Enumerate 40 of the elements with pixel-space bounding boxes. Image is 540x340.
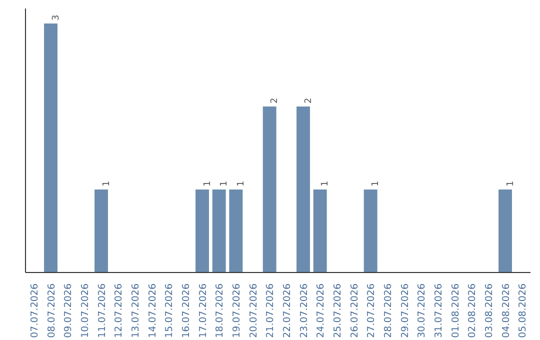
x-tick-label: 11.07.2026 [96, 283, 108, 338]
data-label: 1 [371, 180, 382, 186]
x-tick-label: 15.07.2026 [164, 283, 176, 338]
data-label: 1 [202, 180, 213, 186]
x-tick-label: 07.07.2026 [29, 283, 40, 338]
x-tick-label: 18.07.2026 [214, 283, 226, 338]
data-label: 2 [304, 98, 314, 104]
x-tick-label: 31.07.2026 [433, 283, 444, 338]
x-tick-label: 27.07.2026 [366, 283, 378, 338]
x-tick-label: 08.07.2026 [46, 283, 58, 338]
x-tick-label: 20.07.2026 [248, 283, 260, 338]
x-tick-label: 09.07.2026 [63, 283, 74, 338]
x-tick-label: 24.07.2026 [316, 283, 327, 338]
data-label: 1 [320, 180, 331, 186]
data-label: 2 [270, 98, 280, 104]
x-tick-label: 03.08.2026 [484, 283, 495, 338]
x-tick-label: 05.08.2026 [518, 283, 529, 338]
data-label: 1 [220, 180, 230, 186]
data-label: 1 [102, 180, 112, 186]
x-tick-label: 01.08.2026 [450, 283, 462, 338]
x-tick-label: 10.07.2026 [80, 283, 91, 338]
x-tick-label: 30.07.2026 [416, 283, 428, 338]
x-tick-label: 21.07.2026 [265, 283, 276, 338]
x-tick-label: 02.08.2026 [467, 283, 478, 338]
x-tick-label: 26.07.2026 [349, 283, 360, 338]
x-tick-label: 13.07.2026 [130, 283, 142, 338]
x-tick-label: 16.07.2026 [180, 283, 192, 338]
x-tick-label: 29.07.2026 [400, 283, 411, 338]
x-tick-label: 19.07.2026 [231, 283, 242, 338]
data-label: 1 [236, 180, 246, 186]
data-label: 3 [51, 14, 62, 20]
x-tick-label: 25.07.2026 [332, 283, 344, 338]
x-tick-label: 12.07.2026 [114, 283, 125, 338]
x-tick-label: 28.07.2026 [382, 283, 394, 338]
x-tick-label: 17.07.2026 [198, 283, 209, 338]
x-tick-label: 04.08.2026 [500, 283, 512, 338]
x-tick-label: 22.07.2026 [282, 283, 293, 338]
x-tick-label: 14.07.2026 [147, 283, 158, 338]
x-tick-label: 23.07.2026 [298, 283, 310, 338]
data-label: 1 [506, 180, 516, 186]
